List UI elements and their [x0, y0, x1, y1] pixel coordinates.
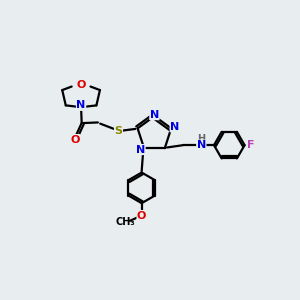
Text: N: N [76, 100, 86, 110]
Text: N: N [150, 110, 159, 120]
Text: O: O [70, 134, 80, 145]
Text: N: N [197, 140, 206, 150]
Text: H: H [197, 134, 206, 144]
Text: F: F [247, 140, 254, 150]
Text: N: N [170, 122, 179, 132]
Text: CH₃: CH₃ [115, 217, 135, 227]
Text: O: O [137, 211, 146, 220]
Text: O: O [76, 80, 86, 90]
Text: N: N [136, 145, 145, 154]
Text: S: S [115, 126, 122, 136]
